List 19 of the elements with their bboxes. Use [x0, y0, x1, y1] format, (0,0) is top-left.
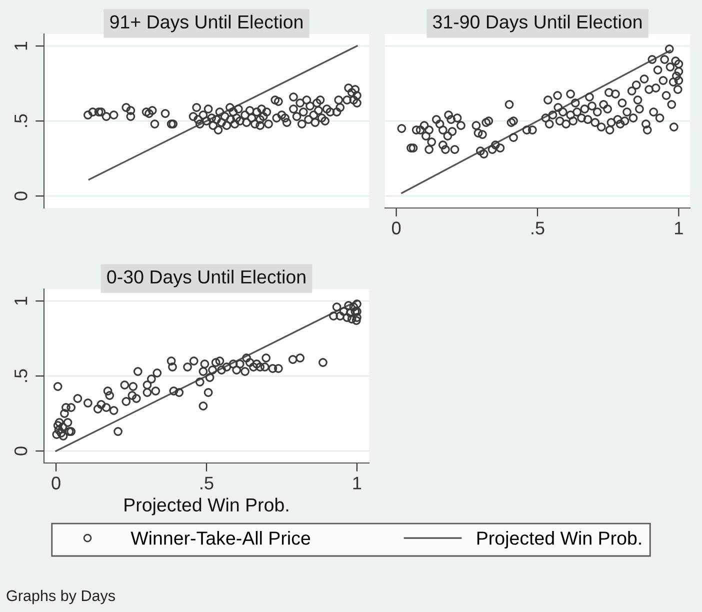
x-tick-label: 0 [52, 476, 60, 490]
legend-label: Projected Win Prob. [477, 531, 641, 548]
x-tick-label: 0 [392, 222, 401, 234]
x-tick-label: .5 [532, 222, 544, 234]
y-tick-label: .5 [14, 369, 28, 382]
x-tick-label: .5 [200, 476, 214, 490]
y-tick-label: 1 [14, 296, 28, 305]
x-tick-label: 1 [353, 476, 362, 490]
y-tick-label: 1 [14, 42, 28, 50]
y-tick-label: 0 [14, 446, 28, 456]
text: Graphs by Days [6, 590, 115, 604]
y-tick-label: .5 [14, 114, 28, 127]
x-axis-title: Projected Win Prob. [124, 498, 288, 516]
legend-label: Winner-Take-All Price [130, 531, 310, 545]
chart-title: 0-30 Days Until Election [107, 270, 306, 288]
chart-title: 91+ Days Until Election [110, 14, 302, 32]
y-tick-label: 0 [14, 192, 28, 200]
chart-title: 31-90 Days Until Election [432, 14, 642, 32]
x-tick-label: 1 [675, 222, 683, 234]
